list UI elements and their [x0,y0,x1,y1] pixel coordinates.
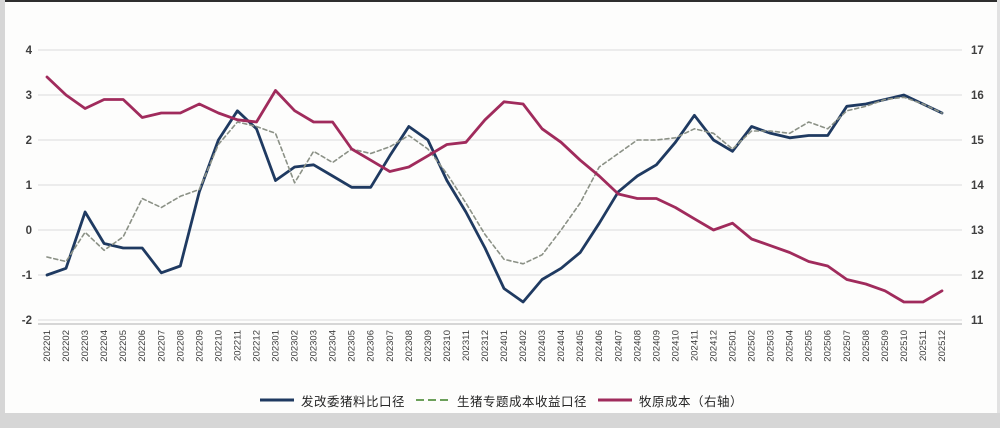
series-line-0 [45,93,944,304]
x-axis-tick-label: 202306 [366,330,377,362]
right-axis-tick-label: 15 [971,135,984,147]
legend-item-shengzhu: 生猪专题成本收益口径 [415,391,587,410]
left-axis-tick-label: 2 [26,135,32,147]
x-axis-tick-label: 202401 [499,330,510,362]
x-axis-tick-label: 202512 [937,330,948,362]
x-axis-tick-label: 202308 [404,330,415,362]
x-axis-tick-label: 202407 [613,330,624,362]
x-axis-tick-label: 202309 [423,330,434,362]
series-line-2 [45,75,944,304]
x-axis-tick-label: 202408 [632,330,643,362]
right-axis-tick-label: 16 [971,90,984,102]
x-axis-tick-label: 202202 [61,330,72,362]
legend-label-muyuan: 牧原成本（右轴） [639,394,744,409]
right-axis-tick-label: 11 [971,315,984,327]
x-axis-tick-label: 202410 [670,330,681,362]
x-axis-tick-label: 202207 [156,330,167,362]
x-axis-tick-label: 202409 [651,330,662,362]
x-axis-tick-label: 202203 [80,330,91,362]
x-axis-tick-label: 202201 [42,330,53,362]
x-axis-tick-label: 202510 [899,330,910,362]
x-axis-tick-label: 202505 [804,330,815,362]
x-axis-tick-label: 202509 [880,330,891,362]
left-axis-tick-label: -2 [22,315,32,327]
x-axis-tick-label: 202506 [823,330,834,362]
window-top-edge [0,0,1000,2]
legend-label-shengzhu: 生猪专题成本收益口径 [456,394,587,409]
x-axis-tick-label: 202405 [575,330,586,362]
x-axis-tick-label: 202212 [251,330,262,362]
x-axis-tick-label: 202502 [747,330,758,362]
right-axis-tick-label: 12 [971,270,984,282]
line-chart-svg: 4 17 3 16 2 15 1 14 0 13 -1 12 -2 11 202201 202202 20220… [22,45,985,362]
left-axis-tick-label: 1 [26,180,33,192]
legend-label-fgw: 发改委猪料比口径 [300,394,405,409]
x-axis-tick-label: 202503 [766,330,777,362]
x-axis-tick-label: 202507 [842,330,853,362]
right-axis-tick-label: 13 [971,225,984,237]
left-axis-tick-label: -1 [22,270,33,282]
x-axis-tick-label: 202404 [556,330,567,362]
left-axis-tick-label: 0 [26,225,32,237]
x-axis-tick-label: 202412 [708,330,719,362]
x-axis-tick-label: 202511 [918,330,929,361]
x-axis-tick-label: 202206 [137,330,148,362]
window-bottom-edge [0,413,1000,428]
x-axis-tick-label: 202311 [461,330,472,361]
x-axis-tick-label: 202411 [689,330,700,361]
maroon-solid-line-swatch [598,398,632,402]
x-axis-tick-label: 202208 [175,330,186,362]
x-axis-tick-label: 202205 [118,330,129,362]
x-axis-tick-label: 202403 [537,330,548,362]
x-axis-tick-label: 202406 [594,330,605,362]
right-axis-tick-label: 17 [971,45,984,57]
left-axis-tick-label: 3 [26,90,32,102]
legend-item-muyuan: 牧原成本（右轴） [597,391,743,410]
window-left-edge [0,0,5,428]
x-axis-tick-label: 202305 [347,330,358,362]
x-axis-tick-label: 202303 [309,330,320,362]
x-axis-tick-label: 202402 [518,330,529,362]
x-axis-tick-label: 202210 [213,330,224,362]
x-axis-tick-label: 202508 [861,330,872,362]
green-dashed-line-swatch [415,399,450,401]
x-axis-tick-label: 202307 [385,330,396,362]
series-line-1 [46,96,943,265]
x-axis-tick-label: 202302 [290,330,301,362]
window-right-edge [997,0,1000,428]
chart-area: 4 17 3 16 2 15 1 14 0 13 -1 12 -2 11 202201 202202 20220… [5,2,997,413]
x-axis-tick-label: 202211 [232,330,243,361]
x-axis-tick-label: 202304 [328,330,339,362]
x-axis-tick-label: 202301 [271,330,282,362]
x-axis-tick-label: 202310 [442,330,453,362]
chart-legend: 发改委猪料比口径 生猪专题成本收益口径 牧原成本（右轴） [5,388,997,412]
x-axis-tick-label: 202209 [194,330,205,362]
navy-solid-line-swatch [259,398,294,402]
legend-item-fgw: 发改委猪料比口径 [259,391,405,410]
x-axis-tick-label: 202204 [99,330,110,362]
x-axis-tick-label: 202504 [785,330,796,362]
right-axis-tick-label: 14 [971,180,984,192]
x-axis-tick-label: 202501 [728,330,739,362]
left-axis-tick-label: 4 [26,45,33,57]
x-axis-tick-label: 202312 [480,330,491,362]
